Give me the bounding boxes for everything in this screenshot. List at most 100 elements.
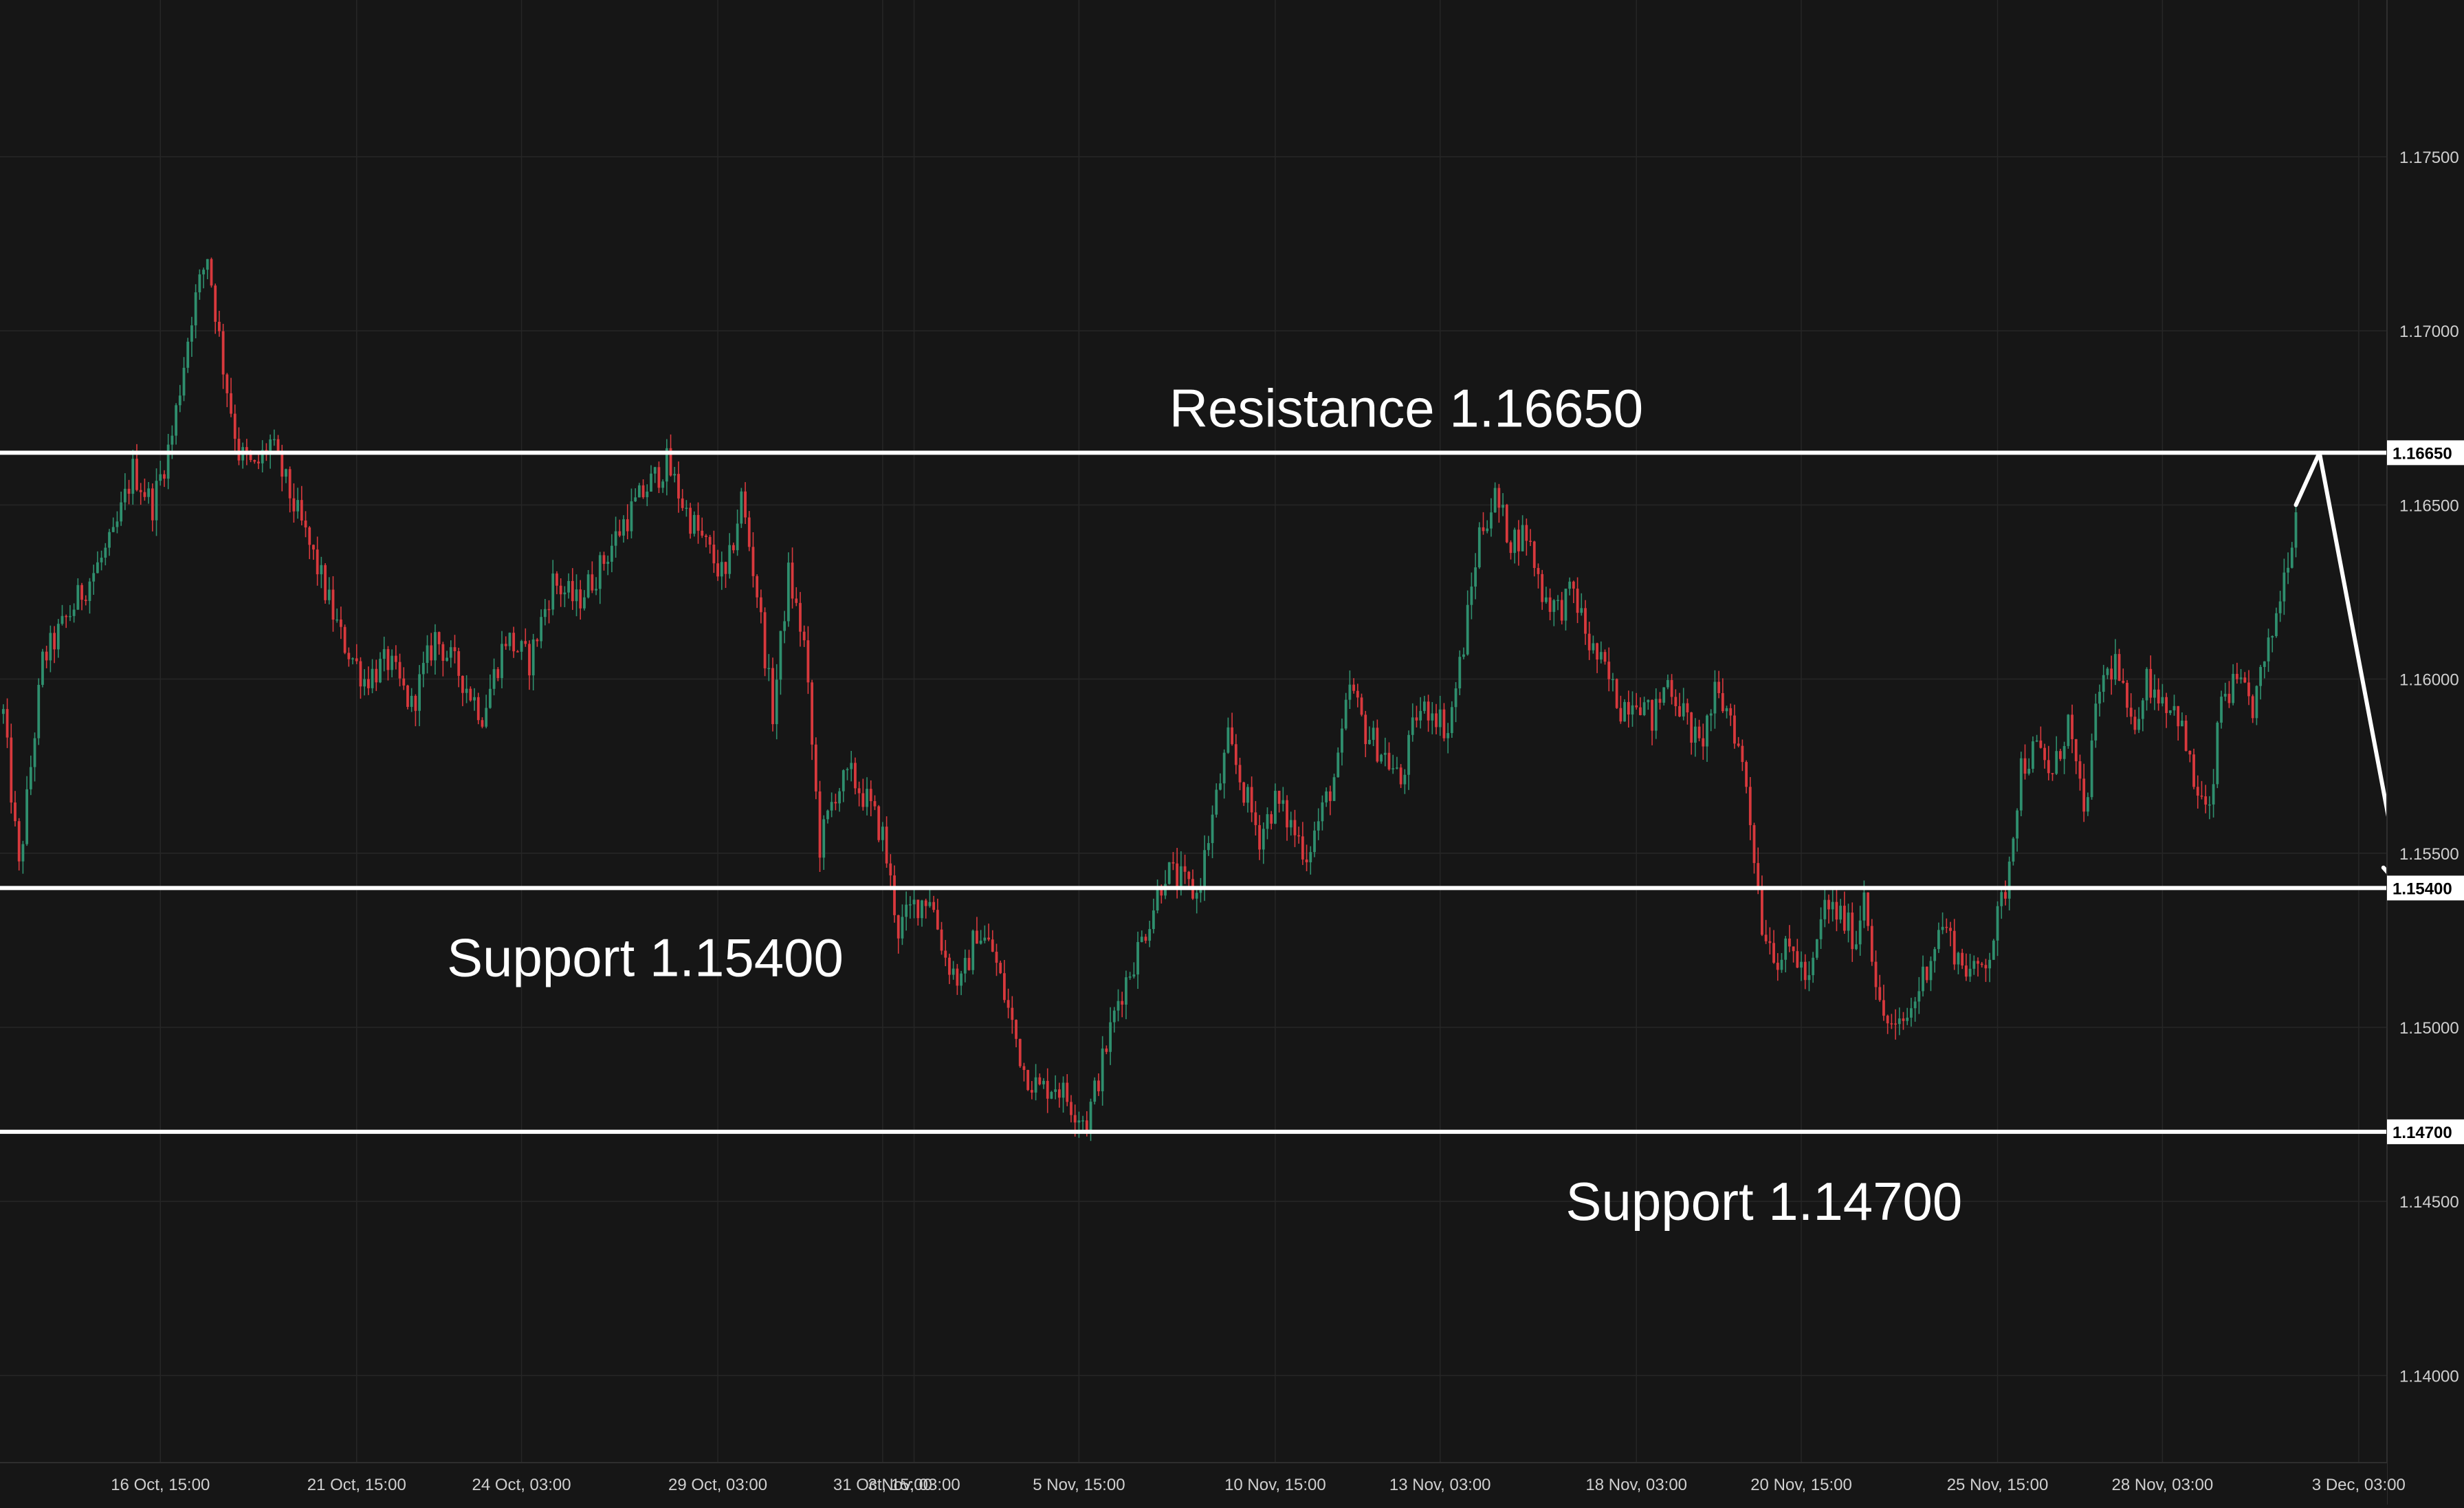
- candle-body: [952, 968, 955, 975]
- candle-body: [1867, 892, 1870, 926]
- resistance-annotation: Resistance 1.16650: [1169, 378, 1643, 438]
- candle-body: [1945, 926, 1948, 928]
- candle-body: [2027, 769, 2031, 774]
- candle-body: [614, 531, 617, 546]
- time-tick-label: 3 Nov, 03:00: [868, 1476, 960, 1494]
- support-1-price-badge[interactable]: [2387, 875, 2464, 901]
- candle-body: [14, 802, 16, 822]
- candle-body: [1356, 690, 1359, 698]
- candle-body: [492, 669, 496, 689]
- candle-body: [2126, 682, 2128, 708]
- candle-body: [905, 904, 908, 917]
- candle-body: [1403, 774, 1407, 785]
- price-axis[interactable]: 1.17500 1.17000 1.16500 1.16000 1.15500 1.150…: [2386, 0, 2464, 1505]
- candle-body: [575, 589, 578, 602]
- time-tick-label: 25 Nov, 15:00: [1947, 1476, 2049, 1494]
- candle-body: [650, 473, 652, 492]
- candle-body: [1066, 1082, 1069, 1102]
- candle-body: [336, 619, 339, 621]
- time-tick-label: 3 Dec, 03:00: [2312, 1476, 2406, 1494]
- time-tick-label: 16 Oct, 15:00: [111, 1476, 210, 1494]
- candle-body: [1964, 965, 1968, 977]
- candle-body: [366, 679, 370, 688]
- time-axis-background: [0, 1463, 2387, 1505]
- candle-body: [916, 899, 920, 919]
- candle-body: [1815, 939, 1818, 958]
- candle-body: [155, 481, 158, 521]
- candle-body: [1254, 812, 1257, 825]
- time-axis[interactable]: 16 Oct, 15:00 21 Oct, 15:00 24 Oct, 03:00 2…: [0, 1462, 2464, 1505]
- resistance-price-badge[interactable]: [2387, 440, 2464, 466]
- candle-body: [426, 645, 429, 664]
- candle-body: [300, 500, 303, 521]
- candle-body: [712, 545, 716, 564]
- candle-body: [1745, 762, 1748, 787]
- candle-body: [681, 498, 684, 508]
- candle-body: [2094, 703, 2098, 741]
- candle-body: [1172, 862, 1175, 864]
- candle-body: [1222, 752, 1226, 784]
- candle-body: [2290, 547, 2294, 568]
- candle-body: [159, 474, 162, 481]
- candle-body: [65, 615, 68, 618]
- candle-body: [1341, 728, 1343, 753]
- candle-body: [2008, 861, 2011, 899]
- candle-body: [1462, 654, 1465, 657]
- candle-body: [116, 521, 119, 527]
- candle-body: [771, 668, 774, 725]
- candle-body: [1392, 768, 1395, 769]
- candle-body: [481, 720, 484, 727]
- time-tick-label: 20 Nov, 15:00: [1750, 1476, 1852, 1494]
- candle-body: [441, 644, 445, 661]
- candle-body: [1125, 977, 1128, 1005]
- candle-body: [80, 584, 83, 600]
- candle-body: [1073, 1115, 1077, 1123]
- candle-body: [806, 640, 810, 683]
- candle-body: [485, 708, 488, 727]
- candle-body: [1894, 1023, 1897, 1025]
- candle-body: [1368, 739, 1371, 745]
- candle-body: [175, 405, 177, 436]
- candle-body: [2078, 761, 2082, 779]
- candle-body: [1450, 707, 1453, 734]
- candle-body: [1097, 1080, 1100, 1091]
- candle-body: [1642, 702, 1646, 715]
- candle-body: [1250, 787, 1253, 813]
- candle-body: [1968, 968, 1972, 977]
- candle-body: [123, 488, 126, 503]
- candle-body: [280, 450, 284, 477]
- candle-body: [226, 374, 229, 393]
- resistance-price-label: 1.16650: [2392, 444, 2452, 463]
- candle-body: [402, 678, 406, 686]
- candle-body: [2259, 666, 2263, 686]
- candle-body: [469, 688, 472, 701]
- candle-body: [983, 937, 987, 941]
- time-tick-label: 31 Oct, 15:00: [833, 1476, 932, 1494]
- candle-body: [626, 519, 629, 532]
- candle-body: [1006, 1000, 1010, 1008]
- candle-body: [2145, 668, 2148, 701]
- support-2-annotation: Support 1.14700: [1565, 1171, 1962, 1232]
- candle-body: [1851, 913, 1854, 950]
- candle-body: [708, 536, 712, 545]
- candle-body: [1215, 789, 1218, 815]
- candle-body: [1015, 1020, 1018, 1039]
- candle-body: [1612, 679, 1614, 681]
- candle-body: [606, 561, 610, 565]
- candle-body: [1466, 604, 1469, 655]
- candle-body: [857, 788, 861, 794]
- candle-body: [2247, 682, 2250, 697]
- candle-body: [1344, 699, 1348, 729]
- candle-body: [1552, 600, 1556, 612]
- candle-body: [567, 580, 570, 593]
- candle-body: [1890, 1023, 1893, 1025]
- candle-body: [2062, 745, 2066, 759]
- candle-body: [1654, 699, 1658, 731]
- candle-body: [1289, 820, 1292, 828]
- candle-body: [1317, 821, 1320, 831]
- candle-body: [1093, 1080, 1097, 1102]
- candle-body: [218, 321, 221, 331]
- support-2-price-badge[interactable]: [2387, 1119, 2464, 1144]
